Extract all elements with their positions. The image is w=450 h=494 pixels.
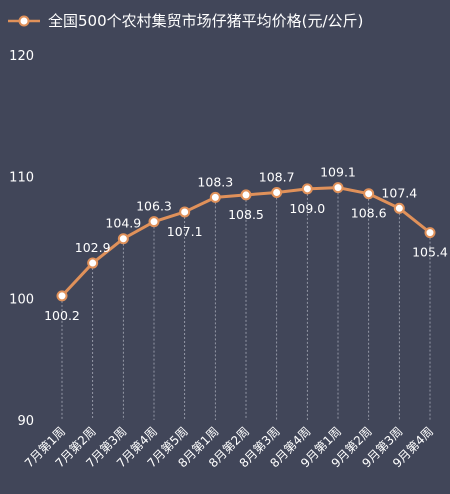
data-point-marker <box>148 216 160 228</box>
legend-label: 全国500个农村集贸市场仔猪平均价格(元/公斤) <box>48 12 363 30</box>
data-point-marker <box>271 186 283 198</box>
data-point-marker <box>393 202 405 214</box>
data-point-marker <box>117 233 129 245</box>
data-point-marker <box>332 182 344 194</box>
data-label: 108.5 <box>228 207 264 222</box>
data-point-marker <box>424 227 436 239</box>
data-point-marker <box>87 257 99 269</box>
data-label: 108.3 <box>197 174 233 189</box>
data-label: 108.6 <box>351 206 387 221</box>
data-label: 105.4 <box>412 245 448 260</box>
y-tick-label: 100 <box>9 292 34 307</box>
data-label: 107.1 <box>167 224 203 239</box>
data-point-marker <box>56 290 68 302</box>
data-label: 106.3 <box>136 199 172 214</box>
data-point-marker <box>240 189 252 201</box>
legend: 全国500个农村集贸市场仔猪平均价格(元/公斤) <box>8 12 363 30</box>
y-tick-label: 110 <box>9 171 34 186</box>
data-point-marker <box>363 188 375 200</box>
data-labels: 100.2 102.9 104.9 106.3 107.1 108.3 108.5 108.7… <box>44 165 448 323</box>
data-label: 109.0 <box>289 201 325 216</box>
data-label: 100.2 <box>44 308 80 323</box>
data-point-marker <box>209 191 221 203</box>
y-tick-label: 120 <box>9 49 34 64</box>
legend-marker-swatch <box>18 15 30 27</box>
data-label: 108.7 <box>259 169 295 184</box>
data-label: 109.1 <box>320 165 356 180</box>
y-tick-label: 90 <box>17 414 34 429</box>
data-point-marker <box>301 183 313 195</box>
data-label: 102.9 <box>75 240 111 255</box>
data-label: 104.9 <box>105 216 141 231</box>
series-line <box>56 182 436 302</box>
data-point-marker <box>179 206 191 218</box>
data-label: 107.4 <box>381 185 417 200</box>
drop-lines <box>61 192 431 420</box>
